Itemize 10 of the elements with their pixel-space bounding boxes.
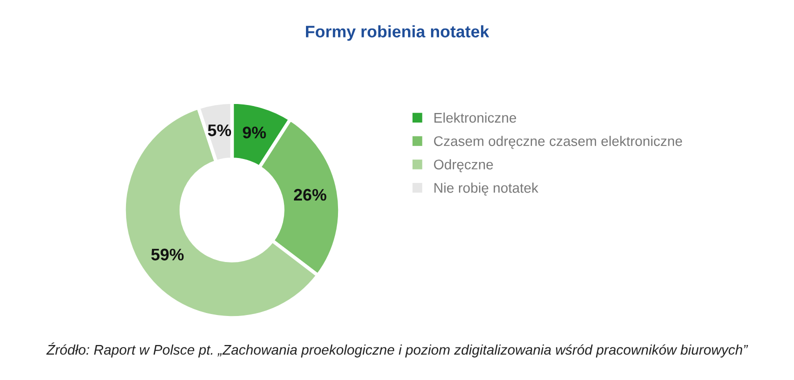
data-label: 9% [242, 126, 266, 138]
data-label: 5% [208, 124, 232, 136]
data-label: 59% [151, 248, 184, 260]
legend-label: Elektroniczne [434, 112, 516, 123]
legend-label: Nie robię notatek [434, 182, 538, 196]
chart-title: Formy robienia notatek [306, 25, 490, 41]
legend-label: Odręczne [434, 159, 493, 172]
data-label: 26% [294, 188, 326, 201]
legend-label: Czasem odręczne czasem elektroniczne [434, 136, 682, 149]
text: Źródło: Raport w Polsce pt. „Zachowania proekologiczne i poziom zdigitalizowania wśród pracowników biurowych” [46, 342, 748, 358]
